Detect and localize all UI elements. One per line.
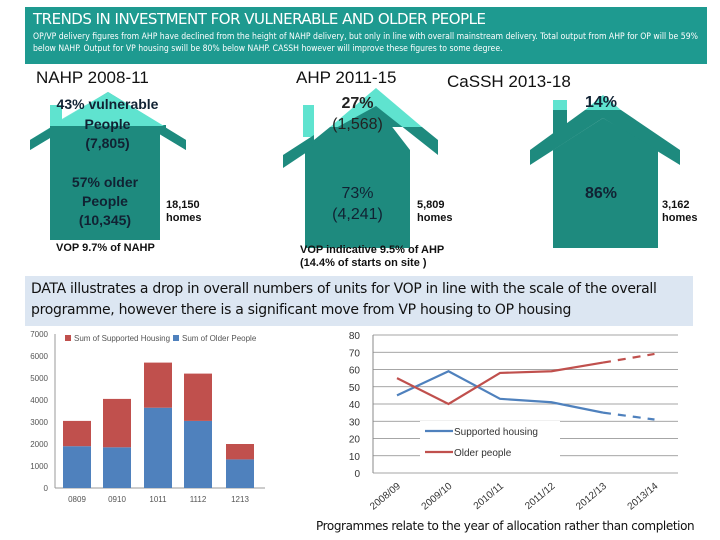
bar-older-people [144,407,172,488]
summary-band: DATA illustrates a drop in overall numbe… [25,276,693,326]
legend-swatch-older-people [173,335,179,341]
x-tick-label: 2011/12 [523,481,558,512]
nahp-total: 18,150 homes [166,199,201,225]
y-tick-label: 30 [349,417,361,428]
header-banner: TRENDS IN INVESTMENT FOR VULNERABLE AND … [25,7,707,64]
footnote: Programmes relate to the year of allocat… [316,519,695,533]
nahp-vulnerable-label: People [84,116,131,132]
y-tick-label: 1000 [30,462,48,471]
y-tick-label: 6000 [30,352,48,361]
nahp-older-pct: 57% older [71,174,139,190]
x-tick-label: 0910 [108,495,126,504]
y-tick-label: 5000 [30,374,48,383]
nahp-total-unit: homes [166,212,202,224]
legend-label-supported-housing: Sum of Supported Housing [74,334,170,343]
x-tick-label: 2008/09 [368,481,403,513]
bar-supported-housing [103,398,131,448]
ahp-older-count: (4,241) [332,206,383,223]
ahp-vulnerable-pct: 27% [341,95,374,112]
y-tick-label: 2000 [30,440,48,449]
y-tick-label: 3000 [30,418,48,427]
y-tick-label: 0 [354,469,360,480]
line-chart: 0 10 20 30 40 50 60 70 80 2008/09 2009/10 2010/11 20… [349,331,678,513]
x-tick-label: 2013/14 [626,481,661,513]
house-cassh-icon [530,95,680,248]
ahp-total: 5,809 homes [417,199,452,225]
x-tick-label: 2012/13 [574,481,609,513]
x-tick-label: 2010/11 [472,481,507,512]
series-line-older-people [396,361,604,406]
x-tick-label: 2009/10 [420,481,455,513]
bar-older-people [184,420,212,488]
ahp-vulnerable-stat: 27% (1,568) [315,93,400,135]
house-ahp-icon [283,88,438,248]
programme-title-nahp: NAHP 2008-11 [36,68,149,87]
nahp-total-count: 18,150 [166,199,200,211]
nahp-older-label: People [82,193,128,209]
ahp-total-unit: homes [417,212,453,224]
bar-supported-housing [63,420,91,447]
x-tick-label: 0809 [68,495,86,504]
x-tick-label: 1112 [190,495,207,504]
legend-swatch-supported-housing [65,335,71,341]
bar-older-people [103,447,131,488]
ahp-older-stat: 73% (4,241) [305,183,410,225]
cassh-total-count: 3,162 [662,199,690,211]
nahp-older-stat: 57% older People (10,345) [50,173,160,230]
series-projection-older-people [602,352,655,364]
programme-title-cassh: CaSSH 2013-18 [447,72,571,91]
legend-label-older-people: Sum of Older People [182,334,257,343]
houses-graphic [30,88,680,248]
x-tick-label: 1213 [231,495,249,504]
nahp-note: VOP 9.7% of NAHP [56,242,155,254]
cassh-vulnerable-pct: 14% [585,94,618,111]
ahp-total-count: 5,809 [417,199,445,211]
nahp-vulnerable-stat: 43% vulnerable People (7,805) [40,94,175,153]
nahp-vulnerable-count: (7,805) [85,135,130,151]
y-tick-label: 0 [44,484,49,493]
ahp-vulnerable-count: (1,568) [332,116,383,133]
bar-supported-housing [144,362,172,408]
legend-box [420,421,560,467]
cassh-total-unit: homes [662,212,698,224]
house-nahp-icon [30,92,186,240]
y-tick-label: 60 [349,366,361,377]
y-tick-label: 70 [349,348,361,359]
y-tick-label: 40 [349,400,361,411]
bar-supported-housing [226,444,254,460]
nahp-vulnerable-pct: 43% vulnerable [56,96,159,112]
stacked-bar-chart: 0 1000 2000 3000 4000 5000 6000 7000 0809 0910 101… [30,330,265,504]
legend-label-older-people: Older people [454,448,512,459]
ahp-note: VOP indicative 9.5% of AHP (14.4% of star… [300,244,444,270]
ahp-note-line2: (14.4% of starts on site ) [300,257,427,269]
bar-supported-housing [184,373,212,421]
y-tick-label: 80 [349,331,361,342]
ahp-note-line1: VOP indicative 9.5% of AHP [300,244,445,256]
y-tick-label: 7000 [30,330,48,339]
y-tick-label: 50 [349,383,361,394]
x-tick-label: 1011 [149,495,167,504]
legend-label-supported-housing: Supported housing [454,427,538,438]
cassh-total: 3,162 homes [662,199,697,225]
nahp-older-count: (10,345) [78,212,132,228]
page-title: TRENDS IN INVESTMENT FOR VULNERABLE AND … [33,10,486,28]
cassh-older-pct: 86% [585,185,618,202]
programme-title-ahp: AHP 2011-15 [296,68,397,87]
page-subtitle: OP/VP delivery figures from AHP have dec… [33,32,698,54]
series-line-supported-housing [396,369,604,414]
ahp-older-pct: 73% [341,185,374,202]
series-projection-supported-housing [602,411,655,421]
bar-older-people [63,446,91,488]
y-tick-label: 4000 [30,396,48,405]
bar-older-people [226,459,254,488]
y-tick-label: 20 [349,435,361,446]
y-tick-label: 10 [349,452,361,463]
